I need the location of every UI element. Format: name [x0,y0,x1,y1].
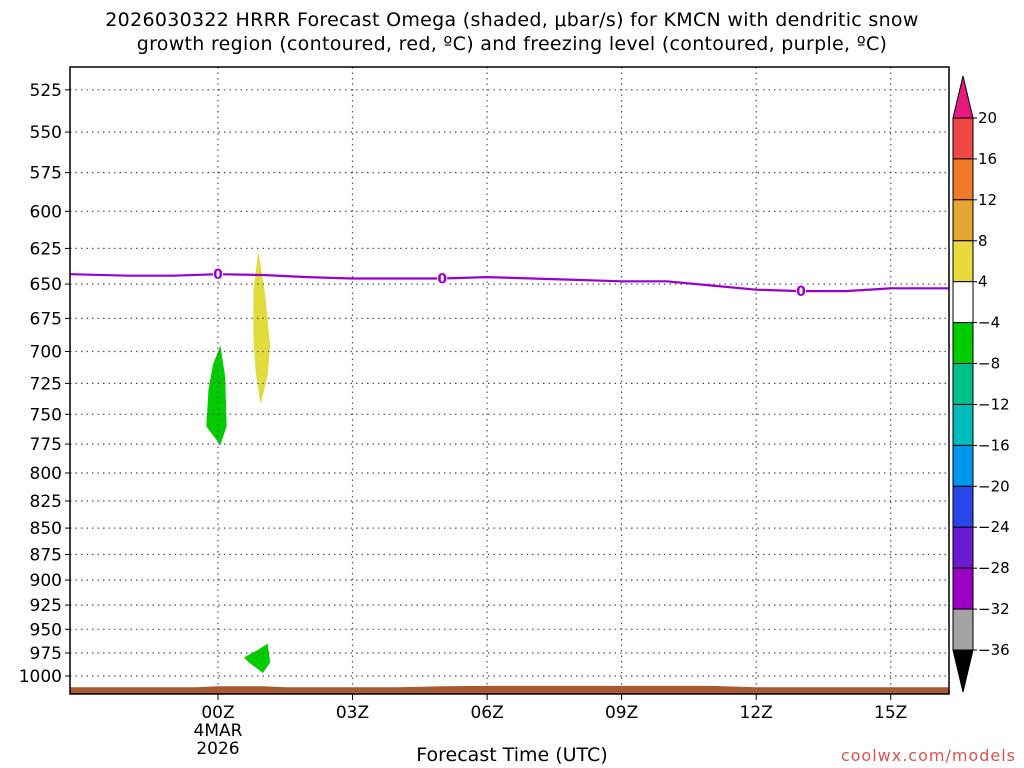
x-axis-title: Forecast Time (UTC) [416,744,608,766]
colorbar-label: 20 [978,109,997,127]
x-tick-label: 03Z [336,703,369,723]
colorbar-bin [952,322,974,365]
colorbar-arrow-top [952,75,974,119]
omega-region-0 [253,254,271,403]
colorbar-bin [952,485,974,528]
y-axis: 525 550 575 600 625 650 675 700 725 750 775 800 825 8… [19,81,70,687]
y-tick-label: 700 [30,343,62,363]
colorbar-bin [952,199,974,242]
freezing-level-layer: 0 0 0 [69,267,949,300]
omega-region-2 [244,643,271,674]
y-tick-label: 725 [30,374,62,394]
y-tick-label: 850 [30,519,62,539]
terrain-fill [69,685,950,695]
y-tick-label: 675 [30,309,62,329]
colorbar-bin [952,444,974,487]
x-tick-sublabel: 4MAR [194,721,243,741]
omega-region-1 [206,345,227,446]
y-tick-label: 625 [30,239,62,259]
y-tick-label: 650 [30,275,62,295]
y-tick-label: 800 [30,464,62,484]
colorbar-bin [952,404,974,446]
y-tick-label: 775 [30,435,62,455]
y-tick-label: 750 [30,405,62,425]
colorbar-label: −28 [978,559,1010,577]
colorbar-label: 16 [978,150,997,168]
colorbar-label: −20 [978,477,1010,495]
y-tick-label: 875 [30,546,62,566]
colorbar-label: −12 [978,396,1010,414]
x-tick-label: 00Z [201,703,234,723]
freezing-level-label-bg [437,271,448,286]
y-tick-label: 975 [30,644,62,664]
colorbar-arrow-bottom [952,649,974,693]
colorbar-label: 4 [978,273,988,291]
chart-title-line2: growth region (contoured, red, ºC) and f… [136,33,888,55]
colorbar-bin [952,608,974,651]
colorbar-label: −16 [978,436,1010,454]
x-tick-label: 06Z [470,703,503,723]
colorbar-label: −4 [978,314,1000,332]
colorbar-label: −24 [978,518,1010,536]
y-tick-label: 825 [30,492,62,512]
y-tick-label: 950 [30,620,62,640]
y-tick-label: 600 [30,202,62,222]
freezing-level-label: 0 [796,284,806,300]
omega-regions [206,254,271,674]
colorbar-label: −36 [978,641,1010,659]
colorbar-label: 8 [978,232,988,250]
colorbar-bin [952,158,974,201]
freezing-level-label-bg [213,267,223,282]
y-tick-label: 550 [30,123,62,143]
freezing-level-label-bg [796,284,806,299]
chart-title: 2026030322 HRRR Forecast Omega (shaded, … [0,8,1024,56]
x-tick-sublabel: 2026 [196,739,239,759]
colorbar-label: 12 [978,191,997,209]
freezing-level-label: 0 [437,272,447,288]
y-tick-label: 525 [30,81,62,101]
x-tick-label: 09Z [605,703,638,723]
colorbar-bin [952,240,974,283]
x-tick-label: 12Z [740,703,773,723]
colorbar-bin [952,526,974,569]
colorbar-label: −32 [978,600,1010,618]
x-tick-label: 15Z [874,703,907,723]
plot-frame [69,66,950,695]
y-tick-label: 575 [30,164,62,184]
chart-title-line1: 2026030322 HRRR Forecast Omega (shaded, … [105,9,919,31]
colorbar: 20 16 12 8 4 −4 −8 −12 −16 −20 −24 −28 −32 −36 [952,75,1010,693]
colorbar-bin [952,363,974,405]
terrain-layer [69,685,950,695]
freezing-level-label: 0 [213,267,223,283]
colorbar-label: −8 [978,355,1000,373]
colorbar-bin [952,567,974,610]
colorbar-bin [952,117,974,160]
y-tick-label: 1000 [19,667,62,687]
freezing-level-line [69,273,949,293]
credit-text: coolwx.com/models [840,746,1016,765]
grid-lines [70,67,949,694]
y-tick-label: 900 [30,571,62,591]
y-tick-label: 925 [30,596,62,616]
colorbar-bin [952,281,974,324]
